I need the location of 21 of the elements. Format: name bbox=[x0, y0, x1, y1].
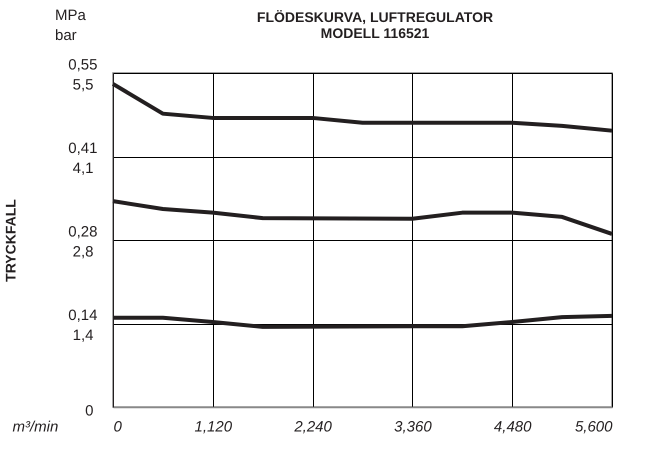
y2-tick-label: 5,5 bbox=[72, 76, 94, 94]
y2-tick-label: 1,4 bbox=[72, 327, 94, 344]
y2-tick-label: 2,8 bbox=[72, 244, 94, 260]
x-tick-label: 2,240 bbox=[293, 418, 333, 436]
chart-title: FLÖDESKURVA, LUFTREGULATOR bbox=[256, 9, 494, 25]
y2-tick-label: 4,1 bbox=[72, 160, 94, 177]
x-axis-title: m³/min bbox=[12, 418, 58, 436]
x-tick-label: 1,120 bbox=[194, 418, 233, 436]
chart-subtitle: MODELL 116521 bbox=[320, 25, 430, 41]
x-tick-label: 0 bbox=[114, 418, 122, 436]
x-tick-label: 5,600 bbox=[574, 418, 614, 436]
x-tick-label: 3,360 bbox=[394, 418, 432, 436]
y-tick-label: 0,28 bbox=[68, 224, 98, 240]
x-tick-label: 4,480 bbox=[494, 418, 532, 436]
y2-tick-label: 0 bbox=[85, 402, 94, 420]
y-tick-label: 0,55 bbox=[68, 56, 98, 74]
y-tick-label: 0,41 bbox=[68, 140, 98, 157]
text: bar bbox=[55, 27, 77, 44]
y-axis-title: TRYCKFALL bbox=[2, 198, 18, 282]
text: MPa bbox=[55, 7, 86, 24]
y-tick-label: 0,14 bbox=[68, 307, 98, 324]
